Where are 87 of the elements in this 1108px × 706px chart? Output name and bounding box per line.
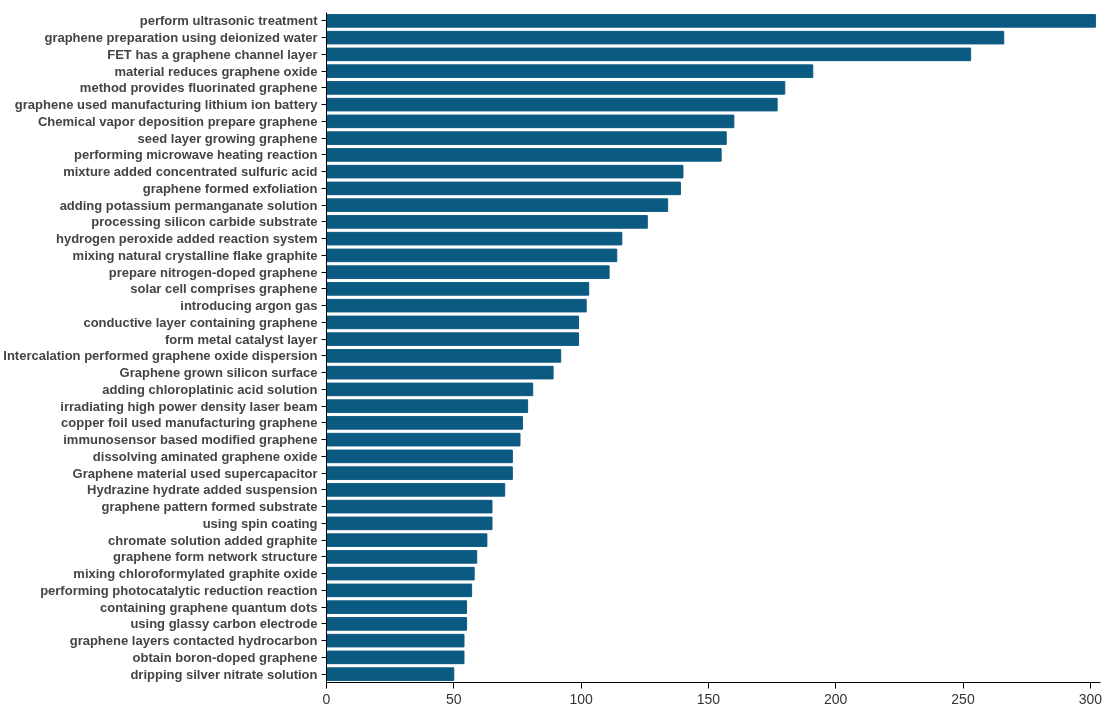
bar — [326, 382, 534, 397]
y-tick-label: Chemical vapor deposition prepare graphene — [37, 113, 318, 129]
bar — [326, 282, 590, 296]
y-tick-label: seed layer growing graphene — [137, 130, 318, 146]
bar — [326, 298, 587, 313]
y-tick-label: hydrogen peroxide added reaction system — [55, 231, 318, 247]
bar — [326, 265, 610, 279]
y-tick-label: graphene preparation using deionized water — [44, 30, 318, 46]
y-tick-label: adding potassium permanganate solution — [59, 197, 318, 213]
bar — [326, 566, 475, 581]
bar — [326, 148, 722, 162]
bar — [326, 164, 684, 179]
y-tick-label: containing graphene quantum dots — [100, 599, 318, 615]
x-tick-label: 300 — [1078, 690, 1103, 706]
bar — [326, 332, 580, 346]
y-tick-label: perform ultrasonic treatment — [139, 13, 319, 29]
bar — [326, 97, 778, 112]
y-tick-label: immunosensor based modified graphene — [63, 432, 318, 448]
bar — [326, 315, 580, 330]
bar — [326, 365, 554, 380]
y-tick-label: adding chloroplatinic acid solution — [102, 381, 318, 397]
y-tick-label: using glassy carbon electrode — [130, 616, 318, 632]
y-tick-label: Hydrazine hydrate added suspension — [87, 482, 318, 498]
bar — [326, 583, 473, 598]
bar — [326, 633, 465, 648]
y-tick-label: dripping silver nitrate solution — [130, 666, 318, 682]
bar — [326, 600, 468, 614]
y-tick-label: performing photocatalytic reduction reaction — [40, 582, 318, 598]
y-tick-label: graphene layers contacted hydrocarbon — [69, 633, 318, 649]
y-tick-label: prepare nitrogen-doped graphene — [108, 264, 318, 280]
bar — [326, 617, 468, 631]
bar — [326, 516, 493, 531]
y-tick-label: mixture added concentrated sulfuric acid — [63, 164, 318, 180]
y-tick-label: dissolving aminated graphene oxide — [92, 448, 318, 464]
bar — [326, 114, 735, 129]
y-tick-label: method provides fluorinated graphene — [79, 80, 318, 96]
y-tick-label: graphene used manufacturing lithium ion battery — [14, 97, 319, 113]
bar — [326, 499, 493, 514]
bar — [326, 64, 814, 78]
y-tick-label: irradiating high power density laser beam — [60, 398, 318, 414]
bar — [326, 416, 524, 430]
bar — [326, 30, 1005, 45]
y-tick-label: Graphene material used supercapacitor — [72, 465, 318, 481]
y-tick-label: graphene form network structure — [113, 549, 318, 565]
y-tick-label: processing silicon carbide substrate — [91, 214, 318, 230]
bar — [326, 131, 727, 145]
bar — [326, 231, 623, 246]
bar — [326, 449, 513, 464]
y-tick-label: Intercalation performed graphene oxide dispersion — [3, 348, 318, 364]
y-tick-label: Graphene grown silicon surface — [119, 365, 318, 381]
bar — [326, 466, 513, 480]
y-tick-label: obtain boron-doped graphene — [132, 649, 318, 665]
y-tick-label: solar cell comprises graphene — [130, 281, 318, 297]
x-tick-label: 0 — [322, 690, 331, 706]
bar — [326, 198, 669, 212]
x-tick-label: 50 — [446, 690, 462, 706]
x-tick-label: 150 — [696, 690, 721, 706]
y-tick-label: graphene pattern formed substrate — [101, 499, 318, 515]
y-tick-label: mixing natural crystalline flake graphite — [72, 247, 318, 263]
bar — [326, 483, 506, 497]
x-tick-label: 250 — [951, 690, 975, 706]
y-tick-label: chromate solution added graphite — [108, 532, 318, 548]
y-tick-label: performing microwave heating reaction — [74, 147, 318, 163]
y-tick-label: copper foil used manufacturing graphene — [61, 415, 318, 431]
y-tick-label: FET has a graphene channel layer — [107, 46, 318, 62]
bar — [326, 550, 478, 564]
bar — [326, 432, 521, 447]
y-tick-label: material reduces graphene oxide — [114, 63, 318, 79]
x-tick-label: 100 — [569, 690, 593, 706]
bar — [326, 533, 488, 547]
y-tick-label: introducing argon gas — [180, 298, 318, 314]
bar — [326, 47, 972, 62]
bar — [326, 650, 465, 665]
y-tick-label: using spin coating — [202, 515, 318, 531]
y-tick-label: graphene formed exfoliation — [142, 180, 318, 196]
bar — [326, 667, 455, 681]
bar — [326, 248, 618, 263]
y-tick-label: mixing chloroformylated graphite oxide — [73, 566, 318, 582]
bar — [326, 215, 648, 229]
y-tick-label: form metal catalyst layer — [165, 331, 318, 347]
y-tick-label: conductive layer containing graphene — [83, 314, 318, 330]
bar — [326, 14, 1096, 28]
bar — [326, 81, 786, 95]
bar — [326, 399, 529, 413]
x-tick-label: 200 — [824, 690, 848, 706]
bar — [326, 181, 681, 196]
bar — [326, 349, 562, 363]
